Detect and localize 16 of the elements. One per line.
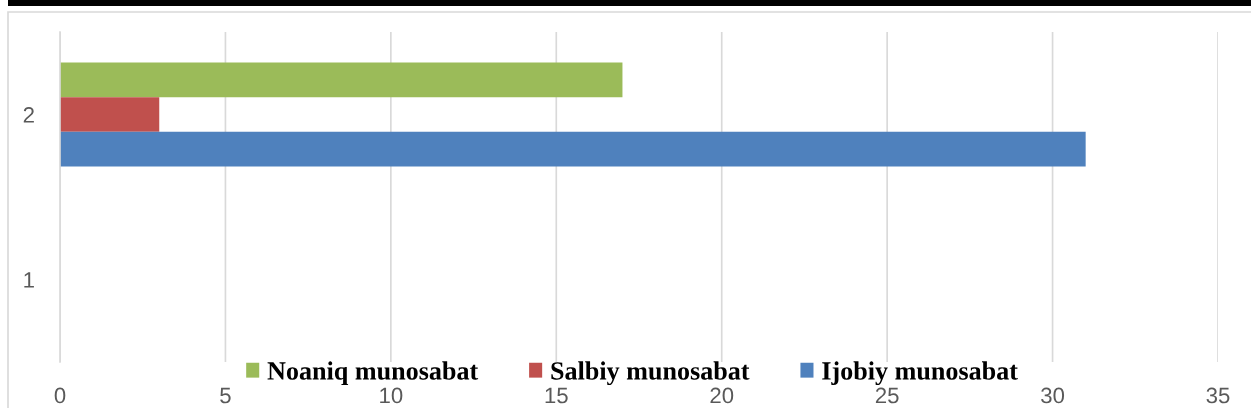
- bar: [60, 62, 623, 98]
- y-tick-label: 1: [24, 272, 34, 288]
- bar: [60, 131, 1086, 167]
- x-tick-label: 25: [875, 387, 899, 404]
- y-tick-label: 2: [23, 107, 34, 123]
- x-tick-label: 0: [54, 387, 66, 404]
- bar: [60, 97, 160, 132]
- legend-label: Noaniq munosabat: [267, 361, 479, 386]
- legend-label: Salbiy munosabat: [551, 361, 750, 386]
- x-tick-label: 30: [1041, 387, 1065, 404]
- x-tick-label: 15: [545, 387, 568, 404]
- x-tick-label: 10: [380, 387, 403, 404]
- x-tick-label: 35: [1206, 387, 1230, 404]
- x-tick-label: 20: [710, 387, 734, 404]
- legend-label: Ijobiy munosabat: [822, 361, 1018, 386]
- x-tick-label: 5: [220, 387, 231, 404]
